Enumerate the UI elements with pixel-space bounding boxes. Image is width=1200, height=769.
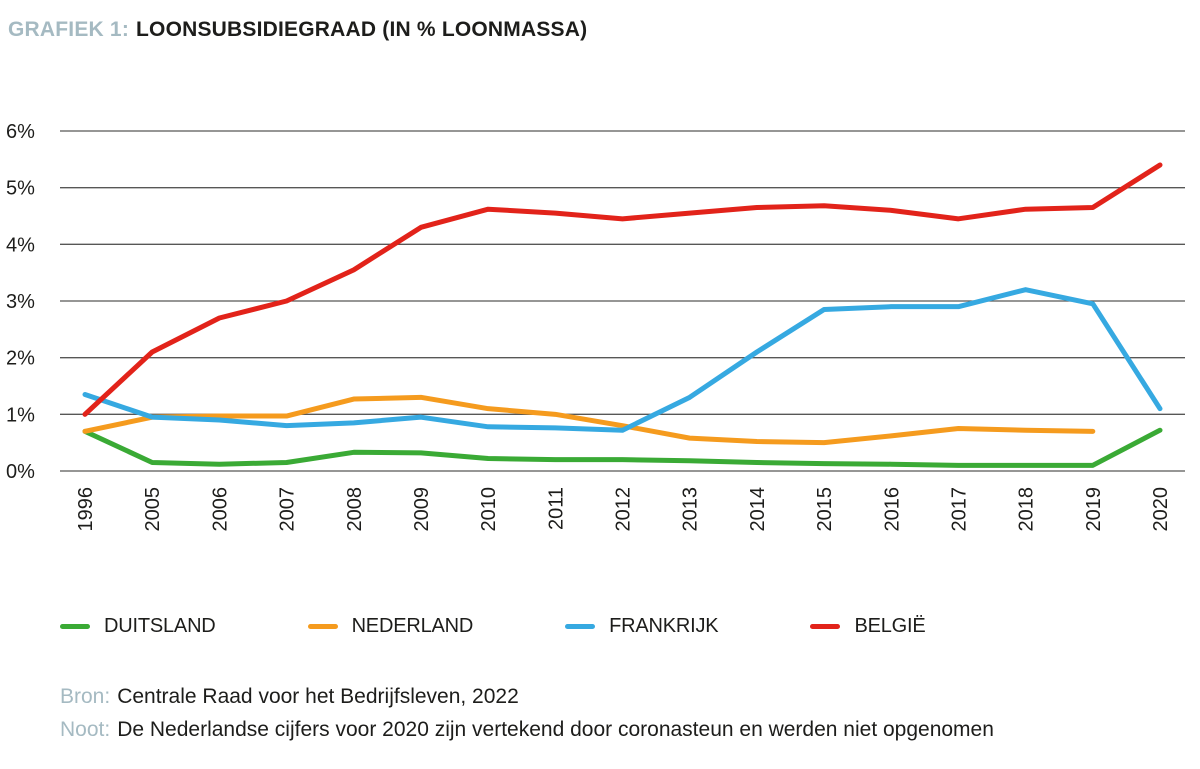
x-axis-tick-label: 2011	[545, 487, 567, 530]
chart-title-label: GRAFIEK 1:	[8, 18, 130, 41]
x-axis-tick-label: 2010	[478, 487, 500, 532]
legend-label-nederland: NEDERLAND	[351, 614, 474, 637]
legend-item-frankrijk: FRANKRIJK	[565, 614, 719, 638]
x-axis-tick-label: 2008	[344, 487, 366, 532]
chart-title: GRAFIEK 1: LOONSUBSIDIEGRAAD (IN % LOONMA…	[8, 18, 587, 42]
legend-label-frankrijk: FRANKRIJK	[609, 614, 719, 637]
y-axis-tick-label: 1%	[6, 404, 35, 426]
y-axis-tick-label: 2%	[6, 348, 35, 370]
legend-item-nederland: NEDERLAND	[307, 614, 474, 638]
legend-label-belgi: BELGIË	[854, 614, 926, 637]
x-axis-tick-label: 2019	[1083, 487, 1105, 532]
series-line-duitsland	[82, 427, 1163, 468]
x-axis-tick-label: 2013	[680, 487, 702, 532]
x-axis-tick-label: 2018	[1016, 487, 1038, 532]
legend-swatch-frankrijk	[565, 623, 596, 629]
x-axis-tick-label: 2020	[1150, 487, 1172, 532]
x-axis-tick-label: 1996	[75, 487, 97, 532]
x-axis-tick-label: 2015	[814, 487, 836, 532]
source-text: Centrale Raad voor het Bedrijfsleven, 20…	[117, 685, 519, 708]
source-line: Bron: Centrale Raad voor het Bedrijfsleve…	[60, 680, 994, 713]
note-label: Noot:	[60, 718, 111, 741]
x-axis-tick-label: 2014	[747, 487, 769, 532]
note-text: De Nederlandse cijfers voor 2020 zijn ve…	[117, 718, 994, 741]
y-axis-tick-label: 5%	[6, 178, 35, 200]
x-axis-tick-label: 2016	[881, 487, 903, 532]
chart-footnotes: Bron: Centrale Raad voor het Bedrijfsleve…	[60, 680, 994, 746]
legend-swatch-nederland	[307, 623, 338, 629]
legend-label-duitsland: DUITSLAND	[104, 614, 216, 637]
source-label: Bron:	[60, 685, 111, 708]
chart-title-text: LOONSUBSIDIEGRAAD (IN % LOONMASSA)	[136, 18, 588, 41]
legend-swatch-duitsland	[60, 623, 90, 629]
x-axis-tick-label: 2006	[209, 487, 231, 532]
series-line-frankrijk	[82, 287, 1163, 433]
x-axis-tick-label: 2017	[948, 487, 970, 532]
legend-swatch-belgi	[810, 623, 841, 629]
y-axis-tick-label: 4%	[6, 234, 35, 256]
legend-item-belgi: BELGIË	[810, 614, 926, 638]
y-axis-tick-label: 0%	[6, 461, 35, 483]
legend-item-duitsland: DUITSLAND	[60, 615, 216, 638]
x-axis-tick-label: 2005	[142, 487, 164, 532]
x-axis-tick-label: 2007	[277, 487, 299, 532]
line-chart: 0% 1% 2% 3% 4% 5% 6% 1996 2005 2006 2007 2008 2009 20…	[6, 121, 1185, 532]
series-line-nederland	[82, 394, 1096, 446]
y-axis-tick-label: 6%	[6, 121, 35, 143]
note-line: Noot: De Nederlandse cijfers voor 2020 zi…	[60, 713, 994, 746]
series-line-belgi	[82, 162, 1163, 417]
x-axis-tick-label: 2012	[613, 487, 635, 532]
chart-legend: DUITSLAND NEDERLAND FRANKRIJK BELGIË	[60, 608, 926, 644]
y-axis-tick-label: 3%	[6, 291, 35, 313]
x-axis-tick-label: 2009	[411, 487, 433, 532]
